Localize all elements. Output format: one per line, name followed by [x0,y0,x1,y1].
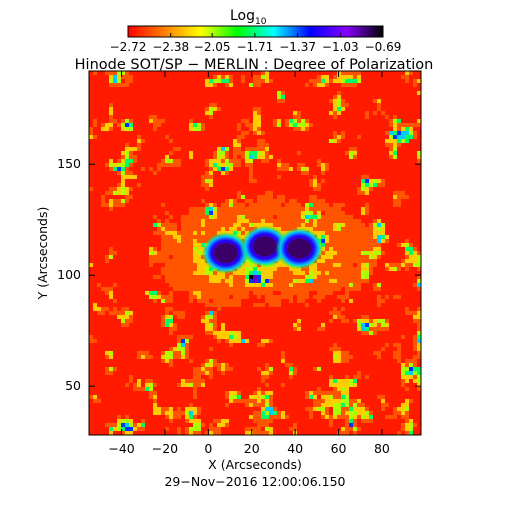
y-tick-label: 50 [65,378,81,393]
x-tick-label: 60 [331,441,347,456]
colorbar-tick-label: −1.71 [236,40,273,54]
colorbar-label: Log10 [230,8,267,27]
x-tick-label: 20 [244,441,260,456]
timestamp: 29−Nov−2016 12:00:06.150 [164,474,345,489]
sunspot-group [201,225,324,274]
x-tick-label: −20 [152,441,178,456]
y-axis-label: Y (Arcseconds) [35,207,50,301]
x-tick-label: 80 [374,441,390,456]
x-axis-label: X (Arcseconds) [208,457,302,472]
x-tick-label: 40 [287,441,303,456]
y-tick-label: 100 [57,267,81,282]
colorbar-tick-label: −2.05 [194,40,231,54]
colorbar-tick-labels: −2.72 −2.38 −2.05 −1.71 −1.37 −1.03 −0.69 [110,40,402,54]
colorbar-ticks [127,33,384,37]
colorbar-tick-label: −2.38 [152,40,189,54]
colorbar-bar [127,25,384,38]
x-tick-label: −40 [108,441,134,456]
colorbar-tick-label: −1.03 [322,40,359,54]
heatmap-image [89,71,421,435]
plot-area [88,70,422,436]
colorbar-tick-label: −2.72 [110,40,147,54]
colorbar: Log10 −2.72 −2.38 −2.05 −1.71 −1.37 −1.03 −0.6… [110,8,402,54]
colorbar-tick-label: −0.69 [365,40,402,54]
x-tick-label: 0 [204,441,212,456]
chart-title: Hinode SOT/SP − MERLIN : Degree of Polar… [75,57,434,73]
x-axis: −40 −20 0 20 40 60 80 [108,71,390,456]
colorbar-tick-label: −1.37 [279,40,316,54]
sunspot-umbra [252,236,277,257]
sunspot-umbra [287,238,312,259]
y-tick-label: 150 [57,156,81,171]
plot-frame [88,70,422,436]
y-axis: 50 100 150 [57,156,421,393]
sunspot-umbra [213,243,238,263]
